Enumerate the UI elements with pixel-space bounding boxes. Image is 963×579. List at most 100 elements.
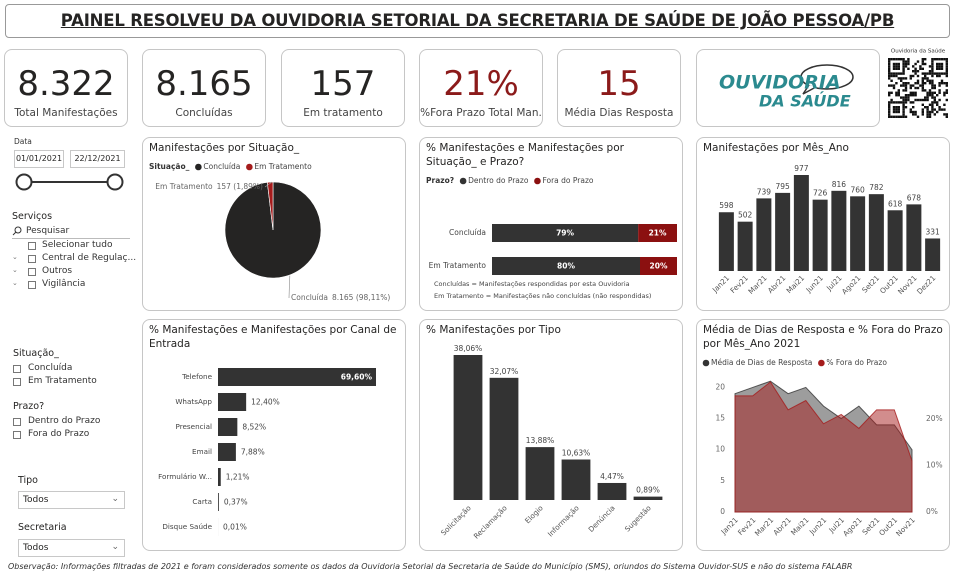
qr-module	[921, 58, 924, 61]
qr-module	[909, 84, 912, 87]
qr-module	[912, 70, 915, 73]
qr-module	[892, 101, 896, 104]
filter-item[interactable]: Dentro do Prazo	[28, 416, 101, 426]
chart-title: % Manifestações e Manifestações por Situ…	[426, 142, 624, 168]
qr-module	[912, 94, 915, 97]
filter-item[interactable]: Selecionar tudo	[42, 240, 113, 250]
data-label: 38,06%	[454, 344, 483, 353]
qr-module	[907, 82, 910, 85]
kpi-label: Concluídas	[175, 107, 233, 119]
qr-module	[902, 65, 905, 68]
qr-module	[943, 113, 946, 116]
qr-module	[888, 60, 891, 63]
checkbox[interactable]	[13, 418, 21, 426]
qr-module	[900, 58, 903, 61]
qr-module	[921, 98, 924, 102]
qr-module	[936, 94, 939, 97]
dropdown[interactable]: Todos ⌄	[18, 491, 125, 509]
filter-item[interactable]: Outros	[42, 266, 73, 276]
checkbox[interactable]	[28, 255, 36, 263]
bar	[218, 368, 376, 386]
data-label: 8,52%	[242, 423, 266, 432]
expand-chevron[interactable]: ⌄	[12, 266, 18, 274]
slider-handle[interactable]	[15, 173, 33, 191]
chart-panel: 598 Jan21 502 Fev21 739 Mar21 795 Abr21 977 Mai21…	[696, 137, 950, 311]
qr-module	[940, 108, 944, 111]
qr-module	[895, 62, 898, 66]
x-tick-label: Dez21	[915, 273, 938, 296]
filter-item[interactable]: Vigilância	[42, 279, 86, 289]
qr-module	[890, 72, 893, 75]
qr-module	[928, 91, 932, 94]
qr-module	[921, 60, 924, 63]
checkbox[interactable]	[13, 378, 21, 386]
search-box[interactable]: Pesquisar	[26, 226, 70, 236]
qr-module	[888, 77, 891, 80]
x-tick-label: Jun21	[803, 273, 824, 294]
x-tick-label: Reclamação	[472, 503, 509, 540]
qr-module	[888, 91, 891, 94]
legend-marker	[195, 163, 202, 171]
bar	[812, 199, 828, 271]
data-label-value: 157 (1,89%)	[217, 182, 263, 191]
checkbox[interactable]	[28, 268, 36, 276]
qr-module	[902, 70, 905, 73]
filter-item[interactable]: Central de Regulaç...	[42, 253, 137, 263]
x-tick-label: Abr21	[766, 273, 788, 295]
qr-module	[902, 103, 905, 106]
qr-module	[912, 101, 915, 104]
qr-module	[931, 82, 934, 85]
data-label: 502	[738, 211, 753, 220]
expand-chevron[interactable]: ⌄	[12, 253, 18, 261]
qr-module	[900, 115, 903, 118]
data-label-category: Concluída	[291, 293, 328, 302]
expand-chevron[interactable]: ⌄	[12, 279, 18, 287]
qr-module	[897, 108, 900, 111]
qr-module	[931, 106, 934, 109]
qr-module	[924, 62, 927, 66]
date-slider[interactable]	[12, 172, 130, 192]
qr-module	[921, 62, 924, 66]
qr-module	[928, 79, 932, 82]
qr-module	[926, 108, 929, 111]
legend-marker	[702, 359, 710, 367]
data-label: Concluída 8.165 (98,11%)	[291, 293, 390, 302]
qr-module	[938, 82, 941, 85]
filter-item[interactable]: Em Tratamento	[28, 376, 97, 386]
x-tick-label: Abr21	[771, 515, 793, 537]
date-start[interactable]: 01/01/2021	[14, 150, 64, 168]
data-label: 1,21%	[226, 473, 250, 482]
qr-module	[933, 86, 936, 90]
qr-module	[912, 106, 915, 109]
dropdown[interactable]: Todos ⌄	[18, 539, 125, 557]
qr-module	[945, 82, 948, 85]
checkbox[interactable]	[13, 431, 21, 439]
filter-item[interactable]: Concluída	[28, 363, 73, 373]
qr-module	[921, 67, 924, 70]
chart-title: Manifestações por Situação_	[149, 142, 300, 154]
checkbox[interactable]	[13, 365, 21, 373]
y-tick-label: Disque Saúde	[162, 522, 212, 531]
qr-module	[931, 62, 934, 66]
date-end[interactable]: 22/12/2021	[70, 150, 125, 168]
data-label: 21%	[649, 229, 667, 238]
bar	[756, 198, 772, 271]
bar	[489, 377, 519, 500]
kpi-card: 157 Em tratamento	[281, 49, 405, 127]
data-label: 12,40%	[251, 398, 280, 407]
data-label: 760	[850, 185, 865, 194]
checkbox[interactable]	[28, 242, 36, 250]
qr-module	[914, 62, 917, 66]
checkbox[interactable]	[28, 281, 36, 289]
qr-module	[907, 94, 910, 97]
speech-bubble	[800, 64, 854, 90]
qr-module	[945, 98, 948, 102]
qr-module	[902, 115, 905, 118]
filter-item[interactable]: Fora do Prazo	[28, 429, 90, 439]
qr-module	[897, 65, 900, 68]
footer-note: Observação: Informações filtradas de 202…	[8, 562, 853, 571]
slider-handle[interactable]	[106, 173, 124, 191]
qr-module	[924, 82, 927, 85]
y-tick-label: 5	[720, 476, 725, 485]
